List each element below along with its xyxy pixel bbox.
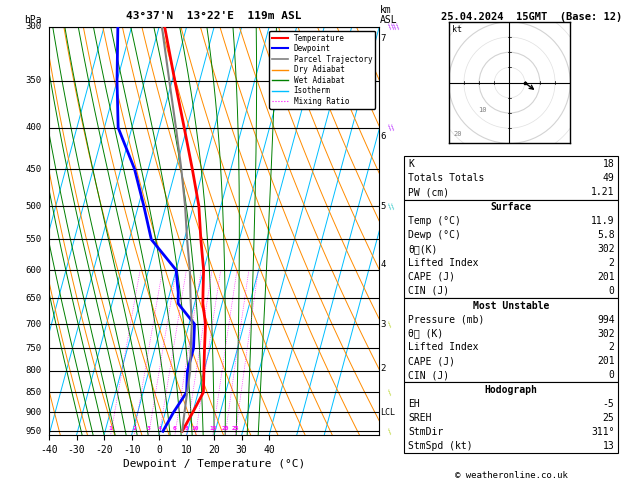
Text: 311°: 311° xyxy=(591,427,615,437)
Text: CAPE (J): CAPE (J) xyxy=(408,272,455,282)
Text: 3: 3 xyxy=(147,426,150,431)
Text: 650: 650 xyxy=(26,294,42,303)
Text: Surface: Surface xyxy=(491,202,532,212)
Text: 15: 15 xyxy=(209,426,216,431)
Text: 25.04.2024  15GMT  (Base: 12): 25.04.2024 15GMT (Base: 12) xyxy=(441,12,622,22)
Text: 302: 302 xyxy=(597,244,615,254)
Text: © weatheronline.co.uk: © weatheronline.co.uk xyxy=(455,471,567,480)
Text: 950: 950 xyxy=(26,427,42,436)
Text: /: / xyxy=(389,124,397,131)
Text: Totals Totals: Totals Totals xyxy=(408,173,484,183)
Text: 4: 4 xyxy=(381,260,386,269)
Text: Pressure (mb): Pressure (mb) xyxy=(408,314,484,325)
Text: -5: -5 xyxy=(603,399,615,409)
Text: Lifted Index: Lifted Index xyxy=(408,342,479,352)
Text: 5.8: 5.8 xyxy=(597,230,615,240)
Text: 400: 400 xyxy=(26,123,42,132)
Text: 1: 1 xyxy=(109,426,113,431)
Text: 20: 20 xyxy=(454,131,462,137)
Text: θᴇ (K): θᴇ (K) xyxy=(408,329,443,339)
Text: Most Unstable: Most Unstable xyxy=(473,301,549,311)
Text: 0: 0 xyxy=(609,370,615,380)
Text: 300: 300 xyxy=(26,22,42,31)
Text: /: / xyxy=(389,23,397,30)
Text: StmDir: StmDir xyxy=(408,427,443,437)
X-axis label: Dewpoint / Temperature (°C): Dewpoint / Temperature (°C) xyxy=(123,459,305,469)
Text: 0: 0 xyxy=(609,285,615,295)
Text: 3: 3 xyxy=(381,320,386,329)
Text: Lifted Index: Lifted Index xyxy=(408,258,479,268)
Text: 2: 2 xyxy=(132,426,136,431)
Text: Temp (°C): Temp (°C) xyxy=(408,216,461,226)
Text: 500: 500 xyxy=(26,202,42,210)
Text: 750: 750 xyxy=(26,344,42,353)
Text: 10: 10 xyxy=(478,107,486,113)
Text: /: / xyxy=(387,124,394,131)
Text: 1.21: 1.21 xyxy=(591,187,615,197)
Text: /: / xyxy=(387,202,394,209)
Text: 700: 700 xyxy=(26,320,42,329)
Text: /: / xyxy=(392,23,399,30)
Text: 900: 900 xyxy=(26,408,42,417)
Text: 43°37'N  13°22'E  119m ASL: 43°37'N 13°22'E 119m ASL xyxy=(126,11,302,20)
Text: CAPE (J): CAPE (J) xyxy=(408,356,455,366)
Text: 18: 18 xyxy=(603,159,615,170)
Text: Dewp (°C): Dewp (°C) xyxy=(408,230,461,240)
Text: EH: EH xyxy=(408,399,420,409)
Text: 6: 6 xyxy=(381,132,386,141)
Text: km
ASL: km ASL xyxy=(381,5,398,25)
Text: 25: 25 xyxy=(603,413,615,423)
Text: 11.9: 11.9 xyxy=(591,216,615,226)
Text: /: / xyxy=(389,202,397,209)
Text: 6: 6 xyxy=(173,426,177,431)
Text: 2: 2 xyxy=(381,364,386,373)
Text: 850: 850 xyxy=(26,388,42,397)
Text: 8: 8 xyxy=(184,426,188,431)
Text: 5: 5 xyxy=(381,202,386,210)
Text: CIN (J): CIN (J) xyxy=(408,370,449,380)
Text: hPa: hPa xyxy=(24,15,42,25)
Text: /: / xyxy=(387,428,394,435)
Text: 4: 4 xyxy=(157,426,161,431)
Text: 25: 25 xyxy=(231,426,239,431)
Text: K: K xyxy=(408,159,414,170)
Text: /: / xyxy=(387,320,394,328)
Text: 13: 13 xyxy=(603,441,615,451)
Text: PW (cm): PW (cm) xyxy=(408,187,449,197)
Text: 201: 201 xyxy=(597,272,615,282)
Text: 20: 20 xyxy=(221,426,229,431)
Text: StmSpd (kt): StmSpd (kt) xyxy=(408,441,473,451)
Text: SREH: SREH xyxy=(408,413,431,423)
Text: 350: 350 xyxy=(26,76,42,86)
Text: Hodograph: Hodograph xyxy=(484,385,538,396)
Text: θᴇ(K): θᴇ(K) xyxy=(408,244,438,254)
Text: Mixing Ratio (g/kg): Mixing Ratio (g/kg) xyxy=(404,180,413,282)
Text: 450: 450 xyxy=(26,165,42,174)
Text: /: / xyxy=(387,389,394,396)
Text: /: / xyxy=(394,23,402,30)
Text: 2: 2 xyxy=(609,258,615,268)
Text: /: / xyxy=(387,23,394,30)
Text: 994: 994 xyxy=(597,314,615,325)
Text: 49: 49 xyxy=(603,173,615,183)
Text: 302: 302 xyxy=(597,329,615,339)
Text: 550: 550 xyxy=(26,235,42,244)
Text: 201: 201 xyxy=(597,356,615,366)
Text: 10: 10 xyxy=(192,426,199,431)
Text: 600: 600 xyxy=(26,265,42,275)
Text: kt: kt xyxy=(452,25,462,34)
Legend: Temperature, Dewpoint, Parcel Trajectory, Dry Adiabat, Wet Adiabat, Isotherm, Mi: Temperature, Dewpoint, Parcel Trajectory… xyxy=(269,31,376,109)
Text: LCL: LCL xyxy=(381,408,395,417)
Text: 2: 2 xyxy=(609,342,615,352)
Text: CIN (J): CIN (J) xyxy=(408,285,449,295)
Text: 800: 800 xyxy=(26,366,42,376)
Text: 7: 7 xyxy=(381,34,386,43)
